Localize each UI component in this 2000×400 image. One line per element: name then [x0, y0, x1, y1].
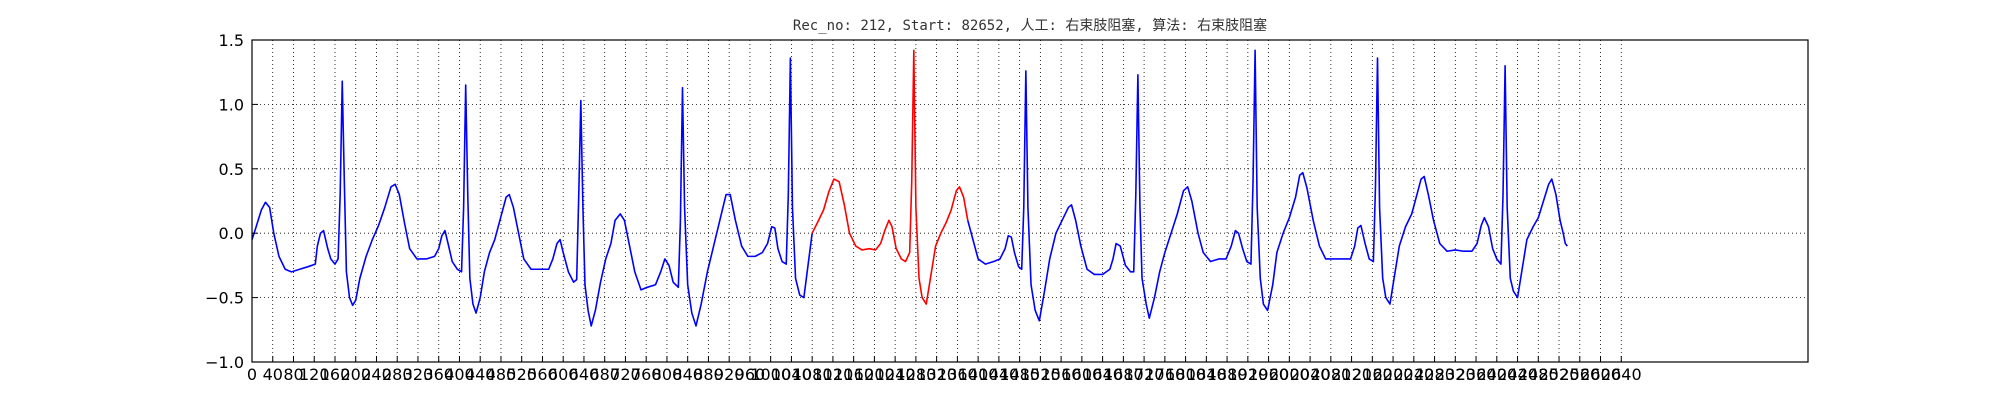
x-tick-label: 1880 [1207, 365, 1248, 384]
x-tick-label: 1640 [1082, 365, 1123, 384]
x-tick-label: 440 [465, 365, 496, 384]
x-tick-label: 840 [672, 365, 703, 384]
ecg-trace-before [251, 57, 813, 327]
x-ticks: 0 40 8012016020024028032036040044048052056… [247, 356, 1642, 384]
x-tick-label: 760 [631, 365, 662, 384]
x-tick-label: 560 [527, 365, 558, 384]
x-tick-label: 320 [403, 365, 434, 384]
x-tick-label: 1080 [792, 365, 833, 384]
x-tick-label: 2080 [1310, 365, 1351, 384]
x-tick-label: 2120 [1331, 365, 1372, 384]
x-tick-label: 2240 [1393, 365, 1434, 384]
grid-layer [252, 40, 1808, 362]
y-ticks: −1.0 −0.5 0.0 0.5 1.0 1.5 [205, 31, 258, 372]
ecg-trace-after [966, 49, 1568, 322]
x-tick-label: 160 [320, 365, 351, 384]
plot-frame [251, 39, 1809, 363]
x-tick-label: 680 [589, 365, 620, 384]
x-tick-label: 2280 [1414, 365, 1455, 384]
x-tick-label: 1360 [937, 365, 978, 384]
x-tick-label: 1840 [1186, 365, 1227, 384]
x-tick-label: 280 [382, 365, 413, 384]
x-tick-label: 2320 [1435, 365, 1476, 384]
y-tick-label: −1.0 [205, 353, 244, 372]
x-tick-label: 2440 [1497, 365, 1538, 384]
x-tick-label: 1800 [1165, 365, 1206, 384]
x-tick-label: 1240 [875, 365, 916, 384]
x-tick-label: 2160 [1352, 365, 1393, 384]
x-tick-label: 1400 [958, 365, 999, 384]
ecg-trace-highlighted [811, 49, 969, 305]
x-tick-label: 40 [263, 365, 283, 384]
x-tick-label: 1200 [854, 365, 895, 384]
y-tick-label: −0.5 [205, 289, 244, 308]
x-tick-label: 2560 [1559, 365, 1600, 384]
x-tick-label: 2600 [1580, 365, 1621, 384]
x-tick-label: 400 [444, 365, 475, 384]
x-tick-label: 1560 [1041, 365, 1082, 384]
x-tick-label: 1760 [1144, 365, 1185, 384]
x-tick-label: 720 [610, 365, 641, 384]
series-layer [251, 49, 1568, 327]
x-tick-label: 2200 [1373, 365, 1414, 384]
x-tick-label: 1280 [896, 365, 937, 384]
x-tick-label: 2640 [1601, 365, 1642, 384]
y-tick-label: 1.0 [219, 95, 244, 114]
x-tick-label: 120 [299, 365, 330, 384]
x-tick-label: 800 [652, 365, 683, 384]
x-tick-label: 360 [423, 365, 454, 384]
x-tick-label: 1120 [813, 365, 854, 384]
x-tick-label: 520 [506, 365, 537, 384]
x-tick-label: 2360 [1456, 365, 1497, 384]
chart-title: Rec_no: 212, Start: 82652, 人工: 右束肢阻塞, 算法… [793, 17, 1267, 34]
x-tick-label: 240 [361, 365, 392, 384]
x-tick-label: 1480 [999, 365, 1040, 384]
x-tick-label: 2000 [1269, 365, 1310, 384]
x-tick-label: 1320 [916, 365, 957, 384]
y-tick-label: 0.0 [219, 224, 244, 243]
x-tick-label: 1960 [1248, 365, 1289, 384]
x-tick-label: 880 [693, 365, 724, 384]
x-tick-label: 1600 [1062, 365, 1103, 384]
x-tick-label: 2400 [1476, 365, 1517, 384]
x-tick-label: 1440 [979, 365, 1020, 384]
x-tick-label: 80 [283, 365, 303, 384]
x-tick-label: 1920 [1227, 365, 1268, 384]
x-tick-label: 200 [340, 365, 371, 384]
y-tick-label: 1.5 [219, 31, 244, 50]
x-tick-label: 1160 [833, 365, 874, 384]
x-tick-label: 1720 [1124, 365, 1165, 384]
x-tick-label: 0 [247, 365, 257, 384]
x-tick-label: 640 [569, 365, 600, 384]
x-tick-label: 480 [486, 365, 517, 384]
x-tick-label: 1000 [750, 365, 791, 384]
x-tick-label: 960 [735, 365, 766, 384]
x-tick-label: 2520 [1539, 365, 1580, 384]
x-tick-label: 1520 [1020, 365, 1061, 384]
x-tick-label: 1680 [1103, 365, 1144, 384]
x-tick-label: 600 [548, 365, 579, 384]
x-tick-label: 2040 [1290, 365, 1331, 384]
y-tick-label: 0.5 [219, 160, 244, 179]
x-tick-label: 920 [714, 365, 745, 384]
x-tick-label: 2480 [1518, 365, 1559, 384]
x-tick-label: 1040 [771, 365, 812, 384]
